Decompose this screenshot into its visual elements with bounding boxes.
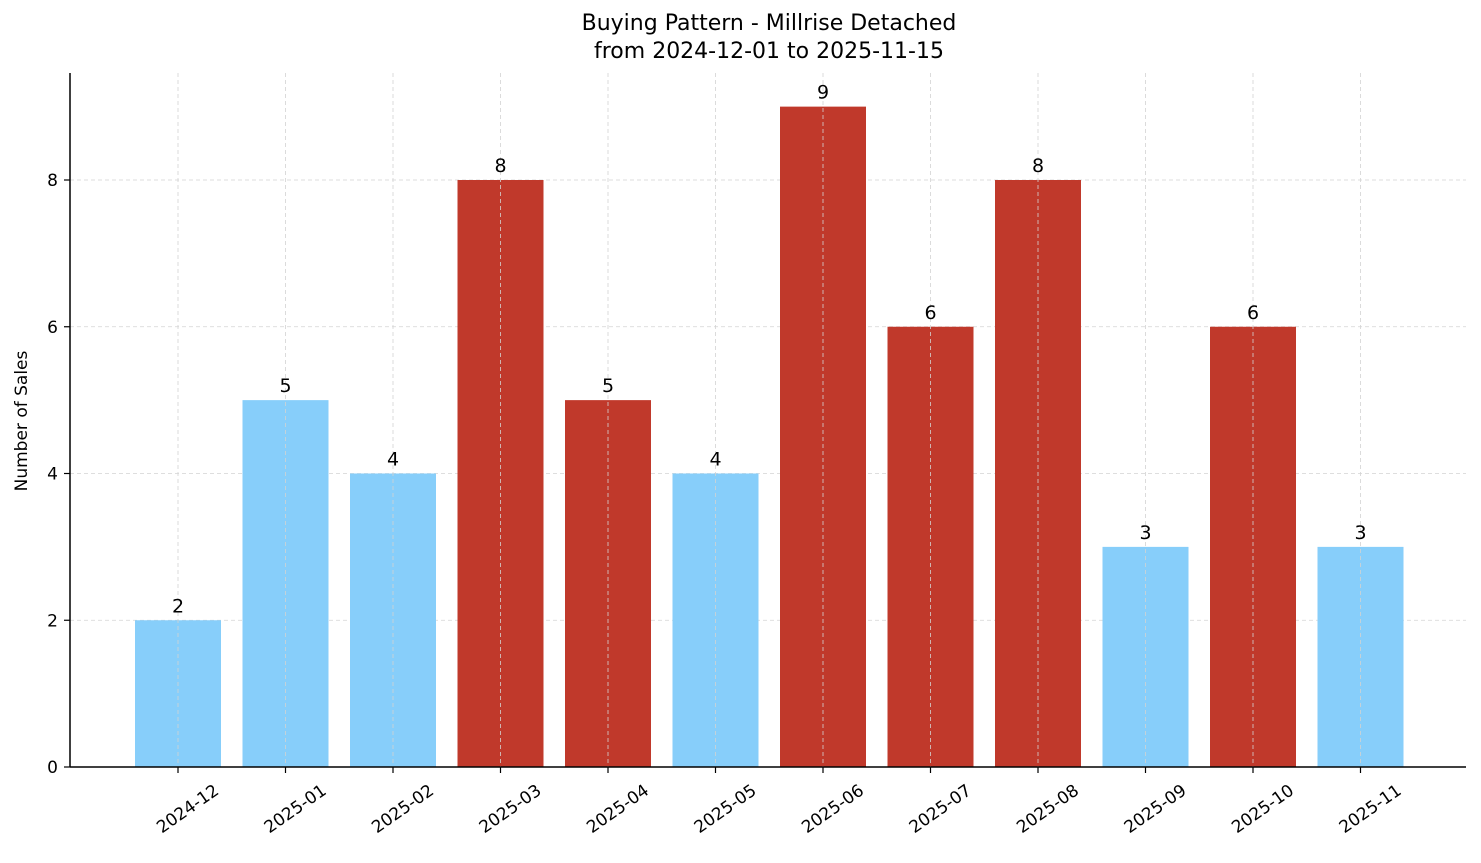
data-label: 5 <box>602 375 614 397</box>
y-tick-label: 8 <box>47 171 58 191</box>
data-label: 4 <box>709 449 721 471</box>
data-label: 3 <box>1354 522 1366 544</box>
bar-2025-10 <box>1210 326 1296 767</box>
y-tick-label: 0 <box>47 758 58 778</box>
data-labels: 2 5 4 8 5 4 9 6 8 3 6 3 <box>172 82 1367 618</box>
x-tick-label: 2025-01 <box>261 781 331 838</box>
x-tick-label: 2025-04 <box>583 781 653 838</box>
x-tick-label: 2024-12 <box>153 781 223 838</box>
data-label: 8 <box>494 155 506 177</box>
x-tick-label: 2025-06 <box>798 781 868 838</box>
x-tick-label: 2025-03 <box>476 781 546 838</box>
data-label: 6 <box>924 302 936 324</box>
x-tick-label: 2025-09 <box>1121 781 1191 838</box>
x-tick-label: 2025-02 <box>368 781 438 838</box>
x-tick-label: 2025-11 <box>1336 781 1406 838</box>
data-label: 2 <box>172 595 184 617</box>
bar-2025-06 <box>780 106 866 767</box>
vertical-grid-lines <box>177 73 1361 767</box>
x-tick-label: 2025-08 <box>1013 781 1083 838</box>
data-label: 6 <box>1247 302 1259 324</box>
data-label: 9 <box>817 82 829 104</box>
chart-subtitle: from 2024-12-01 to 2025-11-15 <box>594 39 944 64</box>
y-tick-label: 2 <box>47 611 58 631</box>
x-tick-label: 2025-10 <box>1228 781 1298 838</box>
data-label: 3 <box>1139 522 1151 544</box>
data-label: 8 <box>1032 155 1044 177</box>
bar-2024-12 <box>135 620 221 767</box>
y-tick-label: 4 <box>47 465 58 485</box>
x-tick-label: 2025-07 <box>906 781 976 838</box>
x-tick-label: 2025-05 <box>691 781 761 838</box>
chart-title: Buying Pattern - Millrise Detached from … <box>0 10 1481 66</box>
data-label: 5 <box>279 375 291 397</box>
chart-title-main: Buying Pattern - Millrise Detached <box>581 11 957 36</box>
bar-2025-07 <box>887 326 974 767</box>
y-tick-label: 6 <box>47 318 58 338</box>
bars <box>135 106 1404 767</box>
data-label: 4 <box>387 449 399 471</box>
